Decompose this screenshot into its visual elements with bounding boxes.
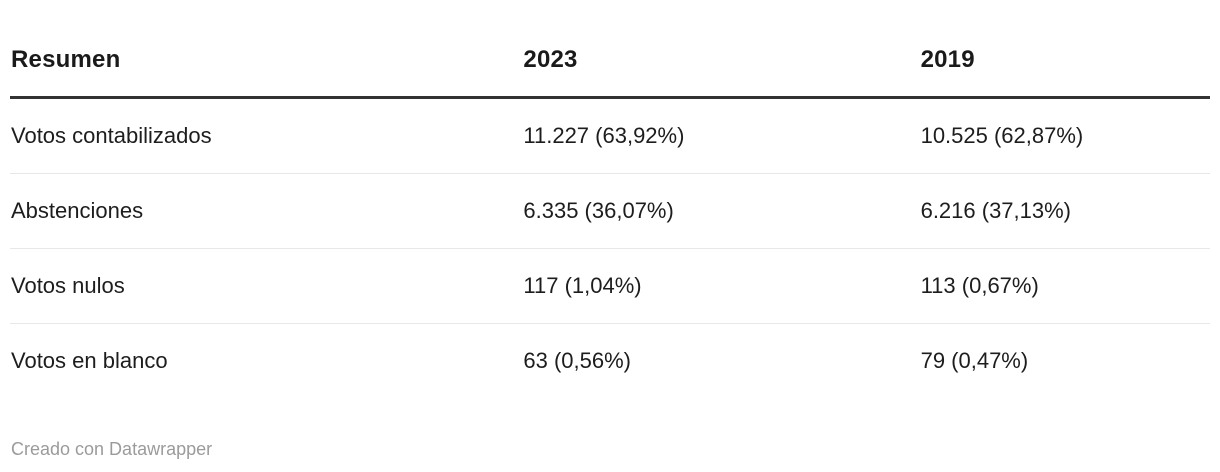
attribution-footer: Creado con Datawrapper: [10, 438, 1210, 460]
table-row-votos-en-blanco: Votos en blanco 63 (0,56%) 79 (0,47%): [10, 324, 1210, 399]
table-row-votos-contabilizados: Votos contabilizados 11.227 (63,92%) 10.…: [10, 97, 1210, 174]
value-cell-2023: 117 (1,04%): [522, 248, 920, 324]
column-header-2023: 2023: [522, 0, 920, 99]
summary-table: Resumen 2023 2019 Votos contabilizados 1…: [10, 0, 1210, 398]
row-label-cell: Abstenciones: [10, 173, 523, 249]
header-row: Resumen 2023 2019: [10, 0, 1210, 99]
table-header: Resumen 2023 2019: [10, 0, 1210, 99]
value-cell-2019: 113 (0,67%): [919, 248, 1210, 324]
table-row-abstenciones: Abstenciones 6.335 (36,07%) 6.216 (37,13…: [10, 173, 1210, 249]
value-cell-2023: 6.335 (36,07%): [522, 173, 920, 249]
row-label-cell: Votos nulos: [10, 248, 523, 324]
row-label-cell: Votos en blanco: [11, 348, 168, 373]
value-cell-2023: 11.227 (63,92%): [522, 97, 920, 174]
value-cell-2019: 10.525 (62,87%): [919, 97, 1210, 174]
column-header-2019: 2019: [919, 0, 1210, 99]
row-label-cell: Votos contabilizados: [10, 97, 523, 174]
datawrapper-credit-link[interactable]: Creado con Datawrapper: [11, 439, 213, 459]
value-cell-2019: 6.216 (37,13%): [919, 173, 1210, 249]
value-cell-2019: 79 (0,47%): [920, 348, 1029, 373]
table-row-votos-nulos: Votos nulos 117 (1,04%) 113 (0,67%): [10, 248, 1210, 324]
value-cell-2023: 63 (0,56%): [523, 348, 632, 373]
table-body: Votos contabilizados 11.227 (63,92%) 10.…: [10, 97, 1210, 399]
column-header-resumen: Resumen: [10, 0, 523, 99]
